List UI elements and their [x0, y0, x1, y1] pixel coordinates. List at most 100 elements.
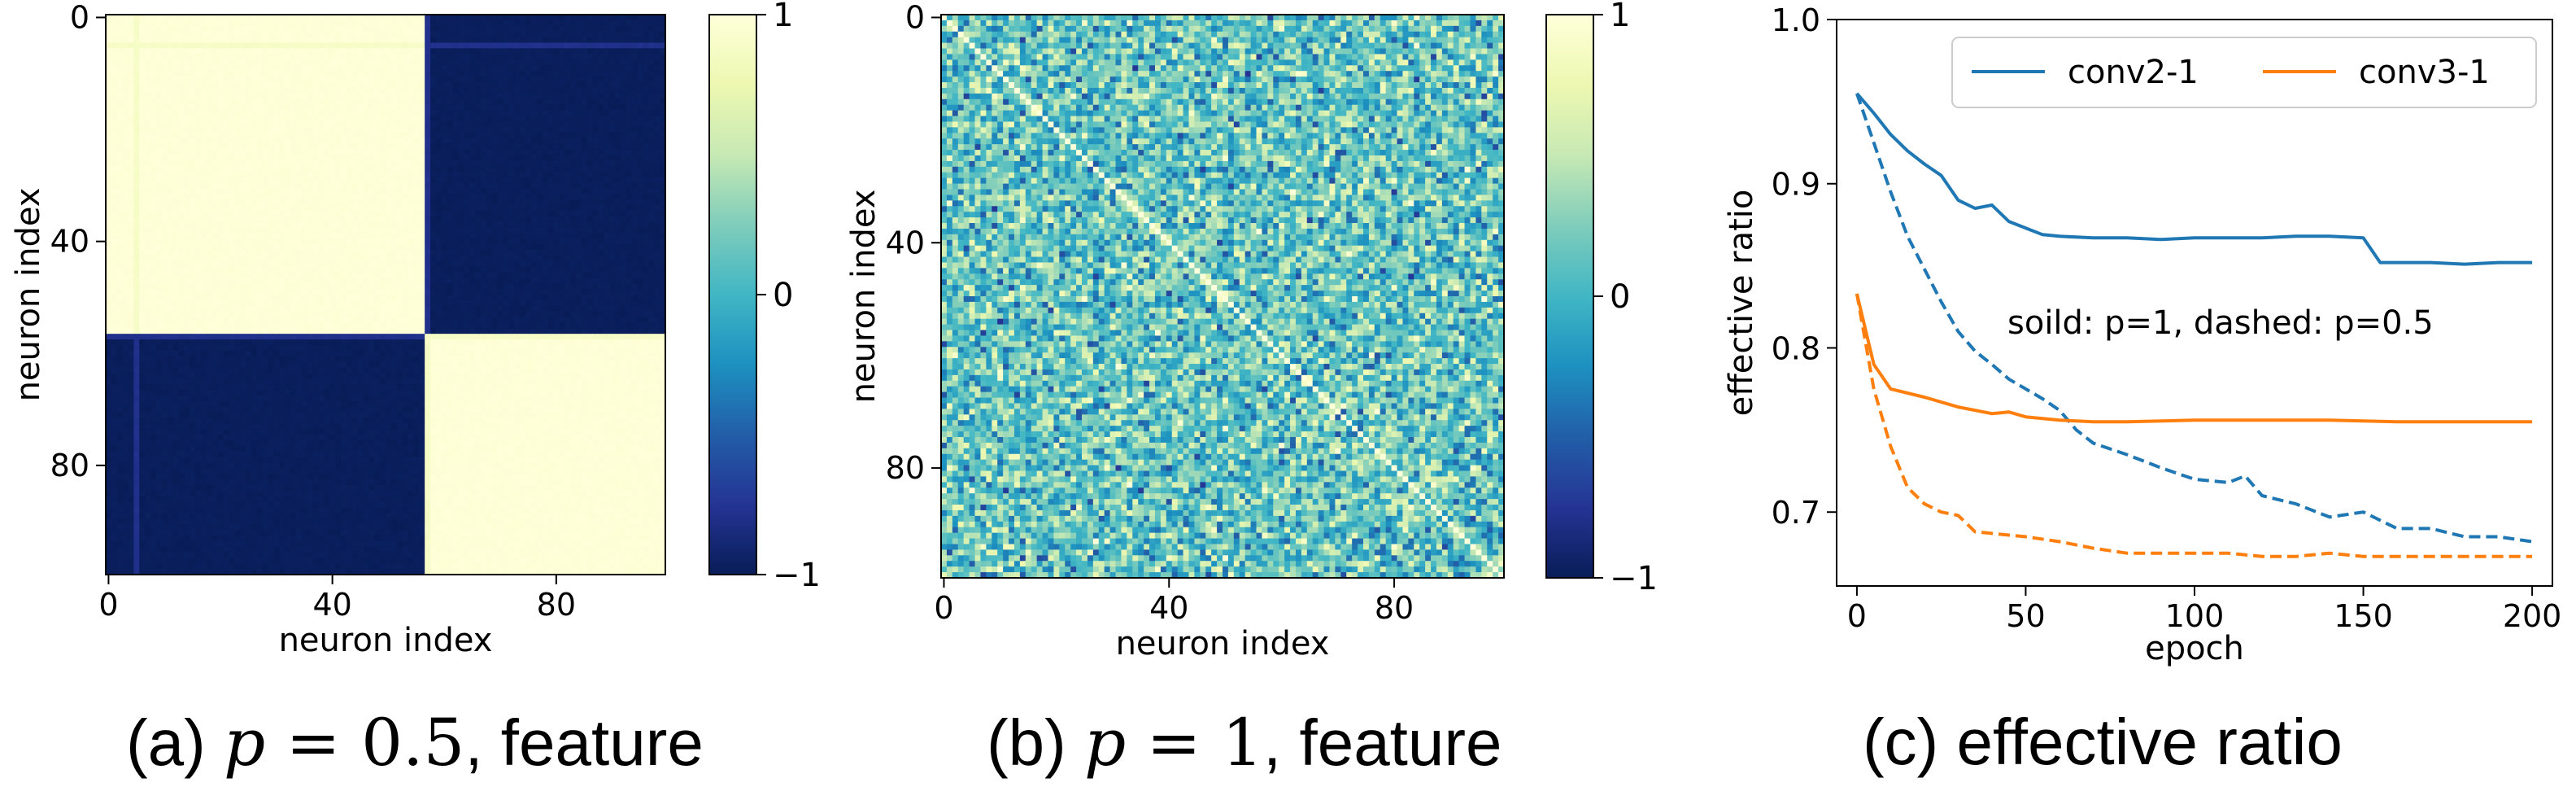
heatmap-a-cell [128, 126, 134, 133]
heatmap-a-cell [592, 25, 599, 33]
heatmap-a-cell [598, 182, 604, 189]
heatmap-a-cell [172, 64, 180, 72]
heatmap-a-cell [256, 199, 264, 206]
heatmap-a-cell [386, 115, 392, 122]
heatmap-a-cell [178, 165, 185, 173]
heatmap-a-cell [111, 120, 118, 128]
heatmap-a-cell [155, 25, 163, 33]
heatmap-a-cell [458, 54, 464, 60]
heatmap-a-cell [464, 216, 470, 223]
heatmap-a-cell [340, 221, 347, 229]
heatmap-a-cell [279, 227, 285, 234]
heatmap-a-cell [609, 233, 616, 239]
heatmap-a-cell [508, 81, 515, 89]
heatmap-a-cell [430, 238, 437, 245]
heatmap-a-cell [620, 48, 627, 55]
heatmap-a-cell [290, 132, 297, 138]
heatmap-a-cell [530, 188, 538, 195]
heatmap-a-cell [111, 98, 118, 105]
heatmap-a-cell [604, 210, 610, 217]
heatmap-a-cell [464, 143, 470, 150]
heatmap-a-cell [615, 182, 621, 189]
heatmap-a-cell [240, 283, 246, 290]
heatmap-a-cell [150, 120, 157, 128]
heatmap-a-cell [324, 104, 330, 111]
heatmap-a-cell [246, 37, 252, 43]
heatmap-a-cell [133, 199, 140, 206]
heatmap-a-cell [441, 143, 448, 150]
heatmap-a-cell [497, 266, 504, 273]
heatmap-a-cell [290, 76, 297, 83]
heatmap-a-cell [497, 177, 504, 183]
heatmap-a-cell [251, 199, 258, 206]
heatmap-a-cell [643, 182, 649, 189]
heatmap-a-cell [447, 199, 454, 206]
heatmap-a-cell [575, 233, 582, 239]
heatmap-a-cell [229, 260, 235, 268]
heatmap-a-cell [390, 155, 398, 161]
heatmap-a-cell [447, 59, 454, 66]
heatmap-a-cell [620, 104, 627, 111]
heatmap-a-cell [452, 64, 460, 72]
heatmap-a-cell [234, 48, 241, 55]
heatmap-a-cell [167, 115, 174, 122]
heatmap-a-cell [374, 204, 381, 212]
heatmap-a-cell [435, 54, 442, 60]
heatmap-a-cell [111, 138, 118, 144]
heatmap-a-cell [340, 255, 347, 262]
heatmap-a-cell [351, 42, 359, 49]
heatmap-a-cell [374, 210, 381, 217]
heatmap-a-cell [660, 171, 666, 178]
heatmap-a-cell [229, 249, 235, 256]
heatmap-a-cell [497, 20, 504, 27]
heatmap-a-cell [570, 132, 577, 138]
heatmap-a-cell [660, 42, 666, 49]
heatmap-a-cell [525, 104, 532, 111]
heatmap-a-cell [195, 249, 202, 256]
heatmap-a-cell [625, 155, 633, 161]
heatmap-a-cell [425, 255, 431, 262]
heatmap-a-cell [620, 227, 627, 234]
heatmap-a-cell [329, 210, 336, 217]
heatmap-a-cell [615, 289, 621, 295]
heatmap-a-cell [290, 48, 297, 55]
heatmap-a-cell [604, 31, 610, 38]
heatmap-a-cell [469, 272, 476, 278]
heatmap-a-cell [637, 233, 644, 239]
heatmap-a-cell [128, 138, 134, 144]
heatmap-a-cell [229, 199, 235, 206]
heatmap-a-cell [301, 266, 308, 273]
heatmap-a-cell [464, 20, 470, 27]
heatmap-a-cell [625, 31, 633, 38]
heatmap-a-cell [290, 171, 297, 178]
heatmap-a-cell [346, 272, 353, 278]
heatmap-a-cell [586, 64, 594, 72]
heatmap-a-cell [139, 31, 146, 38]
heatmap-a-cell [340, 138, 347, 144]
heatmap-a-cell [452, 182, 460, 189]
heatmap-a-cell [637, 266, 644, 273]
heatmap-a-cell [486, 109, 493, 116]
heatmap-a-cell [374, 171, 381, 178]
heatmap-a-cell [111, 283, 118, 290]
heatmap-a-cell [122, 182, 129, 189]
heatmap-a-cell [592, 238, 599, 245]
heatmap-a-cell [106, 221, 112, 229]
heatmap-a-cell [217, 15, 224, 21]
heatmap-a-cell [256, 278, 264, 284]
heatmap-a-cell [240, 278, 246, 284]
heatmap-a-cell [637, 93, 644, 99]
heatmap-a-cell [514, 20, 521, 27]
heatmap-a-cell [363, 93, 369, 99]
heatmap-a-cell [491, 104, 499, 111]
heatmap-a-cell [195, 149, 202, 155]
heatmap-a-cell [223, 289, 229, 295]
heatmap-a-cell [396, 171, 403, 178]
heatmap-a-cell [251, 132, 258, 138]
heatmap-a-cell [167, 283, 174, 290]
heatmap-a-cell [178, 115, 185, 122]
heatmap-a-cell [295, 177, 303, 183]
heatmap-a-cell [290, 126, 297, 133]
heatmap-a-cell [425, 194, 431, 200]
heatmap-a-cell [256, 120, 264, 128]
